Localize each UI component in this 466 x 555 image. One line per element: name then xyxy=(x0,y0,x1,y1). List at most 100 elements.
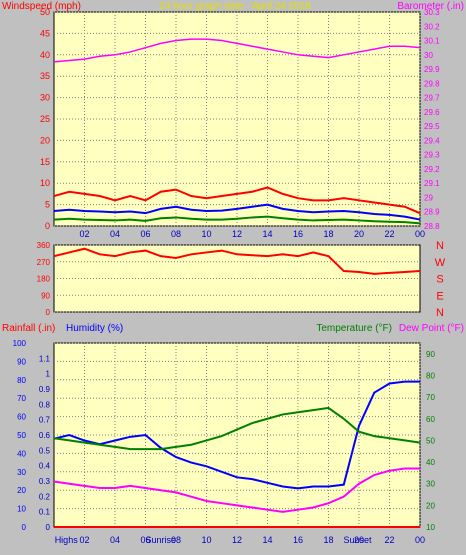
rainfall-y-tick: 0 xyxy=(46,523,51,532)
humidity-y-tick: 90 xyxy=(17,357,26,366)
wind-y-tick: 45 xyxy=(40,28,50,38)
winddir-compass-label: N xyxy=(436,307,444,319)
baro-y-tick: 29.1 xyxy=(424,179,440,188)
wind-x-tick: 10 xyxy=(201,229,211,239)
climate-series-line-green xyxy=(53,406,421,451)
temperature-y-tick: 70 xyxy=(426,393,435,402)
humidity-y-tick: 50 xyxy=(17,431,26,440)
winddir-y-tick: 360 xyxy=(37,241,51,250)
wind-series-line-blue xyxy=(53,203,421,221)
baro-y-tick: 29.6 xyxy=(424,108,440,117)
temperature-y-tick: 50 xyxy=(426,436,435,445)
wind-x-tick: 02 xyxy=(79,229,89,239)
wind-y-tick: 10 xyxy=(40,178,50,188)
rainfall-y-tick: 0.2 xyxy=(39,492,51,501)
wind-y-tick: 15 xyxy=(40,157,50,167)
wind-x-tick: 16 xyxy=(293,229,303,239)
temperature-y-tick: 10 xyxy=(426,523,435,532)
rainfall-y-tick: 0.7 xyxy=(39,416,51,425)
wind-x-tick: 08 xyxy=(171,229,181,239)
baro-y-tick: 29.4 xyxy=(424,136,440,145)
rainfall-y-tick: 0.6 xyxy=(39,431,51,440)
baro-y-tick: 28.9 xyxy=(424,208,440,217)
climate-annotation: Highs xyxy=(55,535,79,545)
baro-y-tick: 29.9 xyxy=(424,65,440,74)
climate-x-tick: 10 xyxy=(201,535,211,545)
climate-series-line-magenta xyxy=(53,467,420,513)
winddir-compass-label: N xyxy=(436,240,444,252)
baro-y-tick: 28.8 xyxy=(424,222,440,231)
wind-x-tick: 14 xyxy=(262,229,272,239)
climate-x-tick: 14 xyxy=(262,535,272,545)
winddir-y-tick: 90 xyxy=(41,291,50,300)
temperature-y-tick: 80 xyxy=(426,371,435,380)
rainfall-y-tick: 0.5 xyxy=(39,446,51,455)
rainfall-y-tick: 0.1 xyxy=(39,508,51,517)
temperature-y-tick: 30 xyxy=(426,480,435,489)
wind-y-tick: 25 xyxy=(40,114,50,124)
wind-x-tick: 12 xyxy=(232,229,242,239)
winddir-y-tick: 270 xyxy=(37,258,51,267)
temperature-y-tick: 20 xyxy=(426,501,435,510)
wind-series-line-red xyxy=(53,186,421,215)
wind-y-tick: 5 xyxy=(45,200,50,210)
humidity-y-tick: 70 xyxy=(17,394,26,403)
rainfall-y-tick: 1.1 xyxy=(39,354,51,363)
baro-y-tick: 29.7 xyxy=(424,94,440,103)
wind-y-tick: 50 xyxy=(40,7,50,17)
climate-annotation: Sunset xyxy=(343,535,372,545)
rainfall-y-tick: 1 xyxy=(46,370,51,379)
baro-y-tick: 30.1 xyxy=(424,37,440,46)
humidity-y-tick: 0 xyxy=(22,523,27,532)
baro-y-tick: 30.2 xyxy=(424,22,440,31)
wind-x-tick: 06 xyxy=(140,229,150,239)
humidity-y-tick: 10 xyxy=(17,505,26,514)
wind-x-tick: 18 xyxy=(323,229,333,239)
climate-x-tick: 16 xyxy=(293,535,303,545)
wind-y-tick: 35 xyxy=(40,71,50,81)
wind-axis-label: Windspeed (mph) xyxy=(2,1,81,12)
rainfall-axis-label: Rainfall (.in) xyxy=(2,323,55,334)
winddir-series-line xyxy=(53,247,421,275)
rainfall-y-tick: 0.3 xyxy=(39,477,51,486)
wind-series-line-green xyxy=(53,215,421,225)
rainfall-y-tick: 0.9 xyxy=(39,385,51,394)
wind-y-tick: 20 xyxy=(40,135,50,145)
rainfall-y-tick: 0.4 xyxy=(39,462,51,471)
climate-x-tick: 12 xyxy=(232,535,242,545)
humidity-y-tick: 30 xyxy=(17,468,26,477)
baro-y-tick: 30.3 xyxy=(424,8,440,17)
temperature-y-tick: 40 xyxy=(426,458,435,467)
wind-y-tick: 30 xyxy=(40,93,50,103)
wind-y-tick: 40 xyxy=(40,50,50,60)
baro-y-tick: 29.3 xyxy=(424,151,440,160)
climate-x-tick: 04 xyxy=(110,535,120,545)
humidity-y-tick: 100 xyxy=(13,339,27,348)
climate-x-tick: 06 xyxy=(140,535,150,545)
climate-x-tick: 02 xyxy=(79,535,89,545)
temperature-y-tick: 90 xyxy=(426,350,435,359)
temperature-y-tick: 60 xyxy=(426,415,435,424)
humidity-y-tick: 80 xyxy=(17,376,26,385)
wind-x-tick: 20 xyxy=(354,229,364,239)
dewpoint-axis-label: Dew Point (°F) xyxy=(399,323,464,334)
humidity-y-tick: 40 xyxy=(17,449,26,458)
baro-axis-label: Barometer (.in) xyxy=(397,1,464,12)
climate-x-tick: 08 xyxy=(171,535,181,545)
humidity-y-tick: 60 xyxy=(17,413,26,422)
baro-y-tick: 30 xyxy=(424,51,433,60)
winddir-y-tick: 0 xyxy=(46,308,51,317)
wind-y-tick: 0 xyxy=(45,221,50,231)
winddir-compass-label: E xyxy=(436,290,443,302)
wind-x-tick: 04 xyxy=(110,229,120,239)
temperature-axis-label: Temperature (°F) xyxy=(316,323,392,334)
humidity-y-tick: 20 xyxy=(17,486,26,495)
baro-y-tick: 29.5 xyxy=(424,122,440,131)
wind-series-line-magenta xyxy=(53,38,421,63)
rainfall-y-tick: 0.8 xyxy=(39,400,51,409)
winddir-compass-label: S xyxy=(436,274,443,286)
climate-annotation: Sunrise xyxy=(145,535,176,545)
baro-y-tick: 29.2 xyxy=(424,165,440,174)
